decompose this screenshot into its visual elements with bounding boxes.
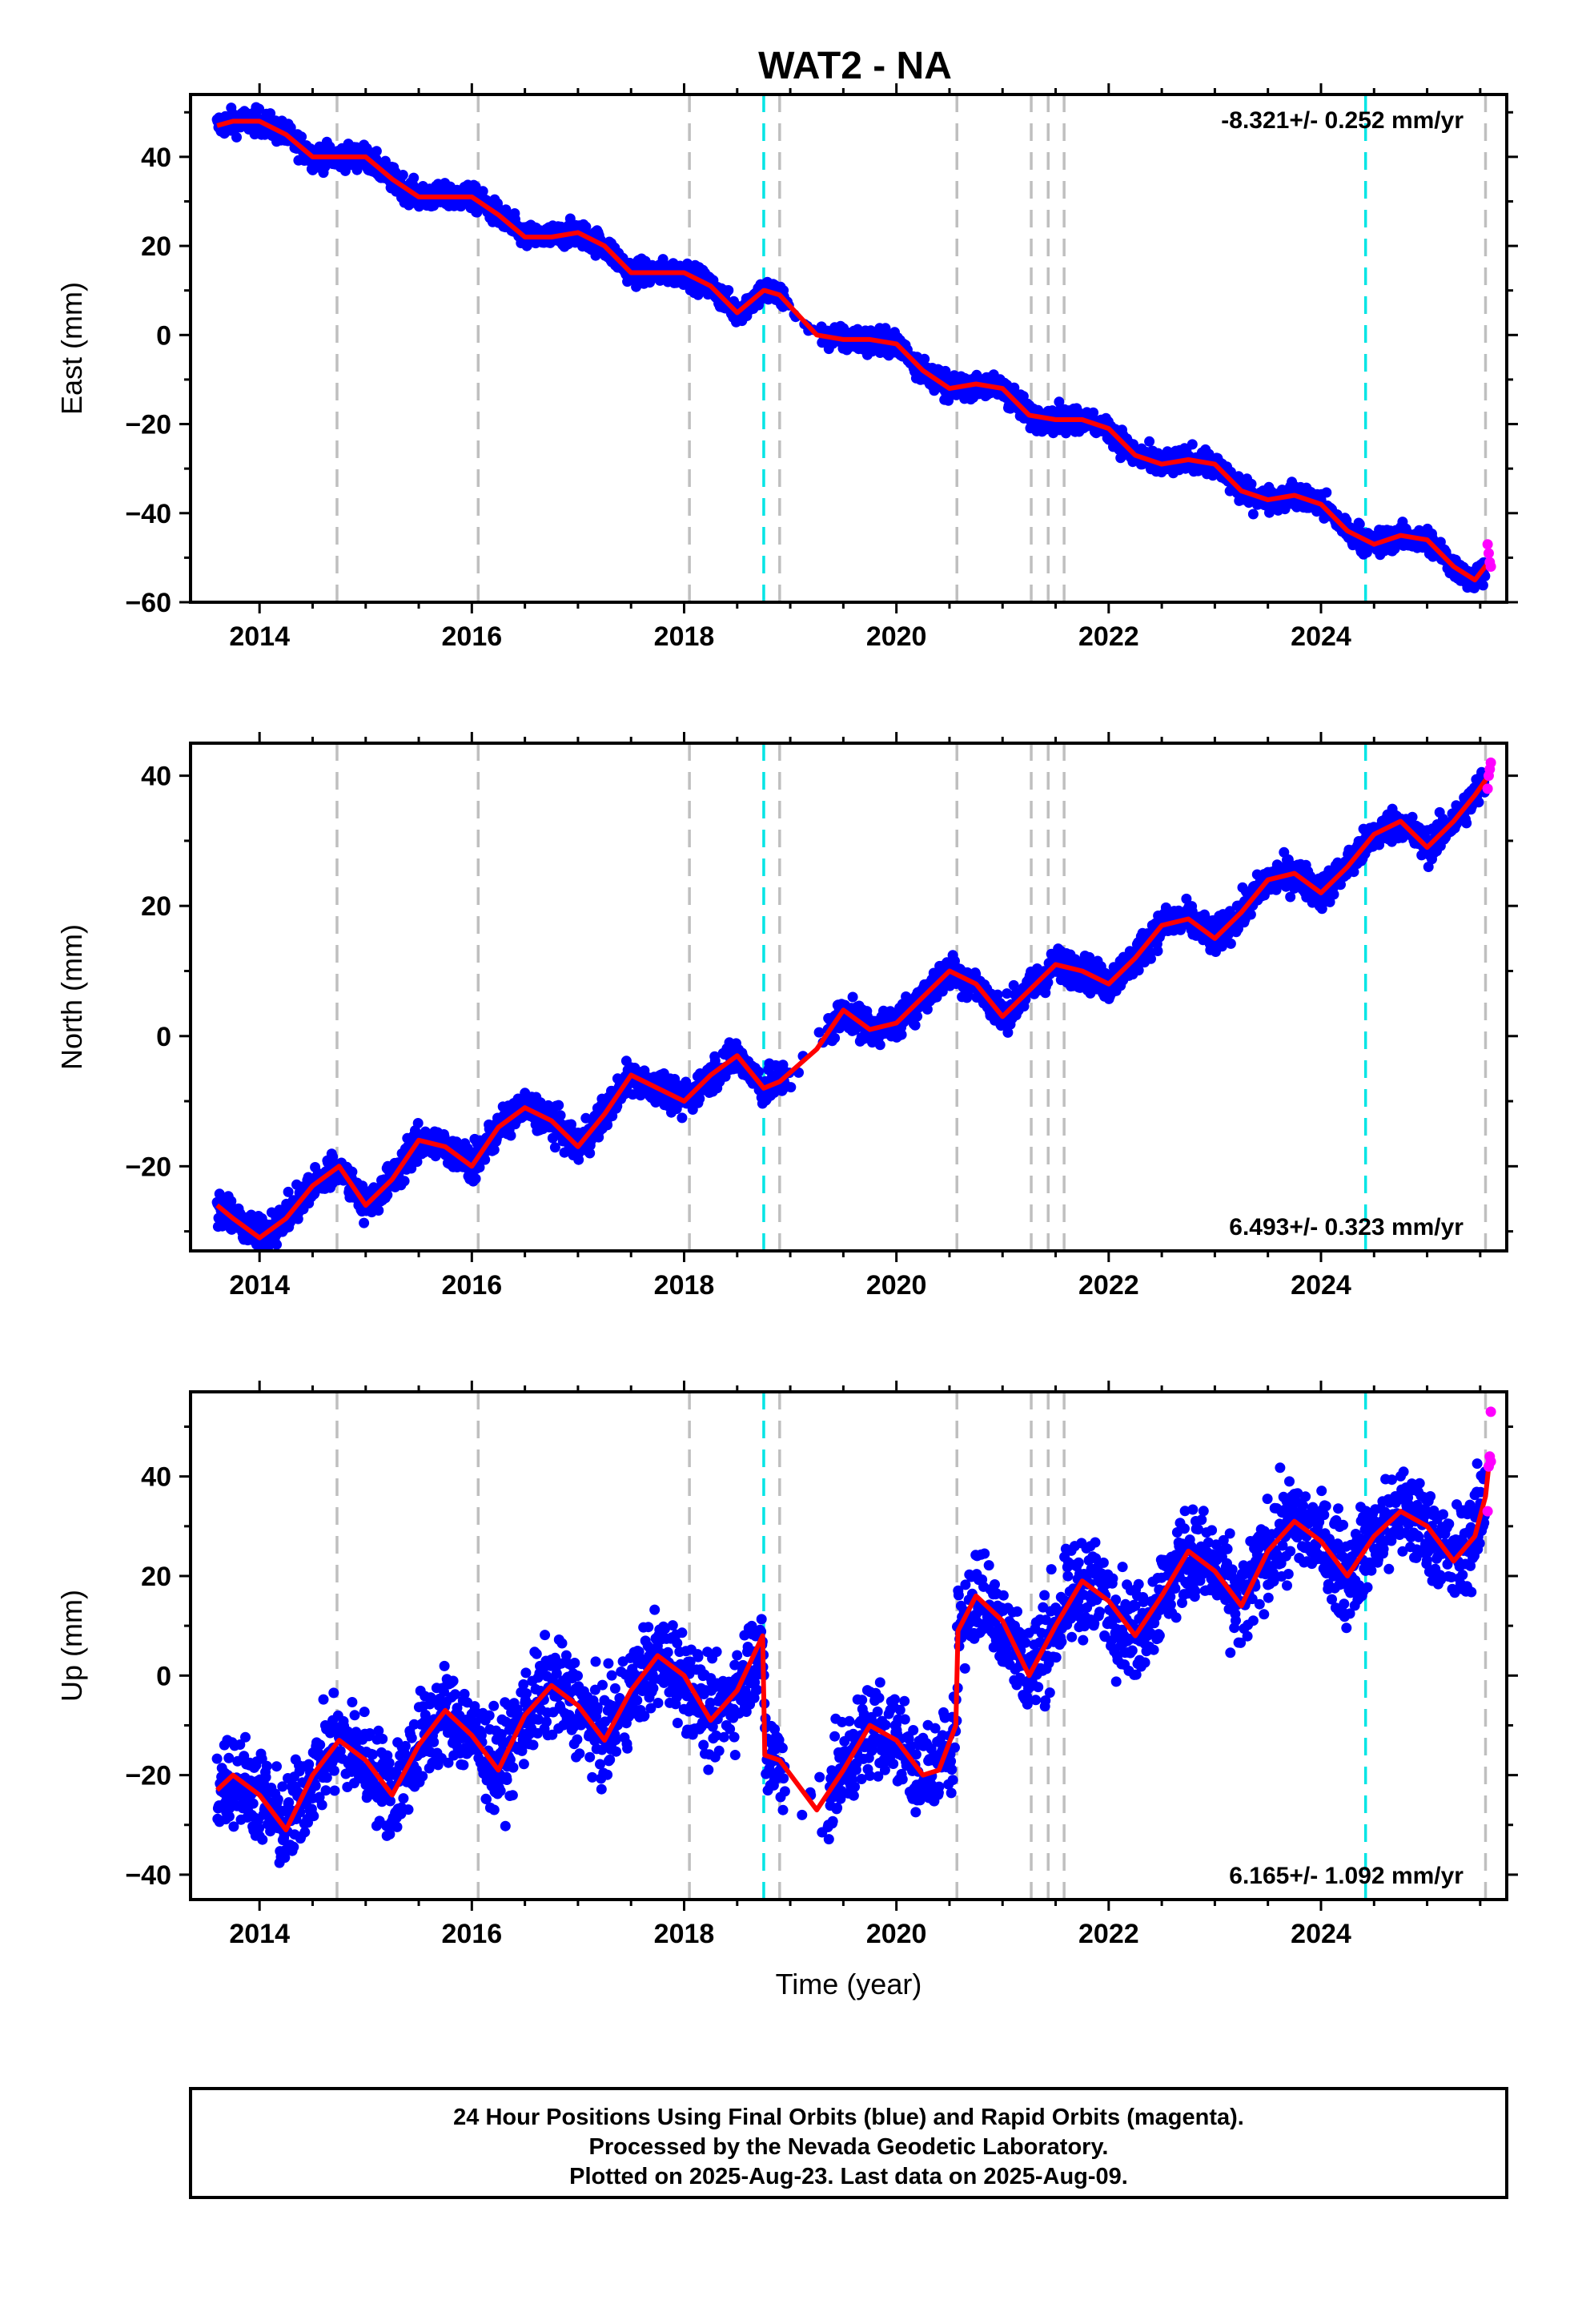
- final-orbit-point: [1233, 471, 1244, 482]
- final-orbit-point: [1181, 893, 1192, 904]
- rapid-orbit-point: [1482, 539, 1493, 550]
- final-orbit-point: [992, 989, 1003, 1000]
- final-orbit-point: [896, 1029, 907, 1040]
- final-orbit-point: [566, 1119, 576, 1130]
- final-orbit-point: [265, 108, 276, 119]
- final-orbit-point: [1152, 946, 1163, 956]
- final-orbit-point: [382, 1189, 393, 1200]
- final-orbit-point: [909, 1019, 921, 1031]
- final-orbit-point: [921, 1003, 933, 1015]
- final-orbit-point: [412, 1118, 424, 1128]
- final-orbit-point: [347, 1166, 358, 1177]
- x-tick-label: 2016: [442, 621, 503, 652]
- y-tick-label: 40: [141, 143, 171, 173]
- final-orbit-point: [480, 1154, 491, 1165]
- final-orbit-point: [470, 1173, 481, 1184]
- final-orbit-point: [397, 170, 408, 180]
- figure-title: WAT2 - NA: [758, 45, 952, 87]
- final-orbit-point: [373, 1205, 384, 1216]
- velocity-rate-label: -8.321+/- 0.252 mm/yr: [1221, 107, 1464, 134]
- plot-area: [211, 94, 1496, 602]
- final-orbit-point: [505, 1130, 516, 1141]
- final-orbit-point: [412, 1156, 423, 1168]
- rapid-orbit-point: [1483, 548, 1494, 559]
- y-tick-label: −20: [125, 410, 171, 440]
- final-orbit-point: [1247, 509, 1259, 520]
- final-orbit-point: [1002, 1027, 1014, 1038]
- final-orbit-point: [723, 285, 734, 296]
- model-fit-line: [216, 119, 1491, 583]
- final-orbit-point: [231, 131, 242, 143]
- x-tick-label: 2014: [229, 621, 290, 652]
- rapid-orbit-point: [1485, 561, 1496, 573]
- final-orbit-point: [430, 1151, 441, 1162]
- final-orbit-point: [1133, 965, 1144, 976]
- final-orbit-point: [1245, 909, 1256, 920]
- final-orbit-point: [371, 146, 382, 157]
- final-orbit-point: [677, 1112, 688, 1124]
- final-orbit-point: [1002, 988, 1013, 999]
- final-orbit-point: [937, 986, 948, 997]
- final-orbit-point: [549, 1142, 560, 1153]
- y-tick-label: 0: [156, 320, 171, 351]
- east-panel: 2014 2016 2018 2020 2022 2024 −60 −40 −20 0 20 40 Ea…: [55, 83, 1518, 652]
- final-orbit-point: [553, 1100, 564, 1111]
- final-orbit-point: [488, 1144, 500, 1156]
- final-orbit-point: [584, 1148, 596, 1159]
- final-orbit-point: [359, 1217, 370, 1228]
- final-orbit-point: [874, 1039, 885, 1051]
- final-orbit-point: [694, 1093, 705, 1104]
- x-tick-label: 2024: [1291, 621, 1351, 652]
- final-orbit-point: [580, 1112, 592, 1124]
- final-orbit-point: [847, 991, 858, 1003]
- final-orbit-point: [753, 1066, 764, 1077]
- final-orbit-point: [1146, 953, 1156, 964]
- final-orbit-point: [1246, 478, 1257, 489]
- final-orbit-point: [254, 103, 265, 115]
- final-orbit-point: [1144, 436, 1155, 447]
- final-orbit-points: [211, 102, 1491, 593]
- final-orbit-point: [477, 186, 488, 197]
- final-orbit-point: [785, 1082, 797, 1093]
- final-orbit-point: [1477, 580, 1488, 591]
- final-orbit-point: [602, 1120, 613, 1131]
- rapid-orbit-points: [1482, 539, 1496, 573]
- final-orbit-point: [1321, 487, 1332, 498]
- final-orbit-point: [283, 1186, 294, 1197]
- y-tick-label: −60: [125, 588, 171, 618]
- plot-frame: [189, 93, 1508, 604]
- final-orbit-point: [1328, 889, 1339, 900]
- final-orbit-point: [580, 221, 592, 232]
- final-orbit-point: [829, 1032, 841, 1043]
- final-orbit-point: [408, 172, 420, 183]
- y-axis-label: East (mm): [55, 282, 88, 415]
- final-orbit-point: [1186, 439, 1198, 450]
- y-tick-label: 20: [141, 231, 171, 262]
- x-tick-label: 2020: [866, 621, 927, 652]
- final-orbit-point: [709, 1055, 721, 1067]
- final-orbit-point: [474, 1162, 485, 1173]
- final-orbit-point: [919, 353, 930, 364]
- y-tick-label: −40: [125, 499, 171, 529]
- plot-area: [211, 743, 1496, 1251]
- final-orbit-point: [1225, 938, 1236, 949]
- final-orbit-point: [912, 1011, 923, 1022]
- x-tick-label: 2022: [1078, 621, 1139, 652]
- final-orbit-point: [555, 1110, 566, 1121]
- final-orbit-point: [1042, 977, 1054, 988]
- final-orbit-point: [943, 395, 954, 406]
- final-orbit-point: [399, 1176, 410, 1187]
- final-orbit-point: [271, 1239, 282, 1250]
- final-orbit-point: [940, 365, 951, 376]
- final-orbit-point: [296, 131, 307, 143]
- final-orbit-point: [1088, 407, 1099, 418]
- x-tick-label: 2018: [654, 621, 715, 652]
- final-orbit-point: [1354, 519, 1365, 529]
- final-orbit-point: [813, 1027, 825, 1038]
